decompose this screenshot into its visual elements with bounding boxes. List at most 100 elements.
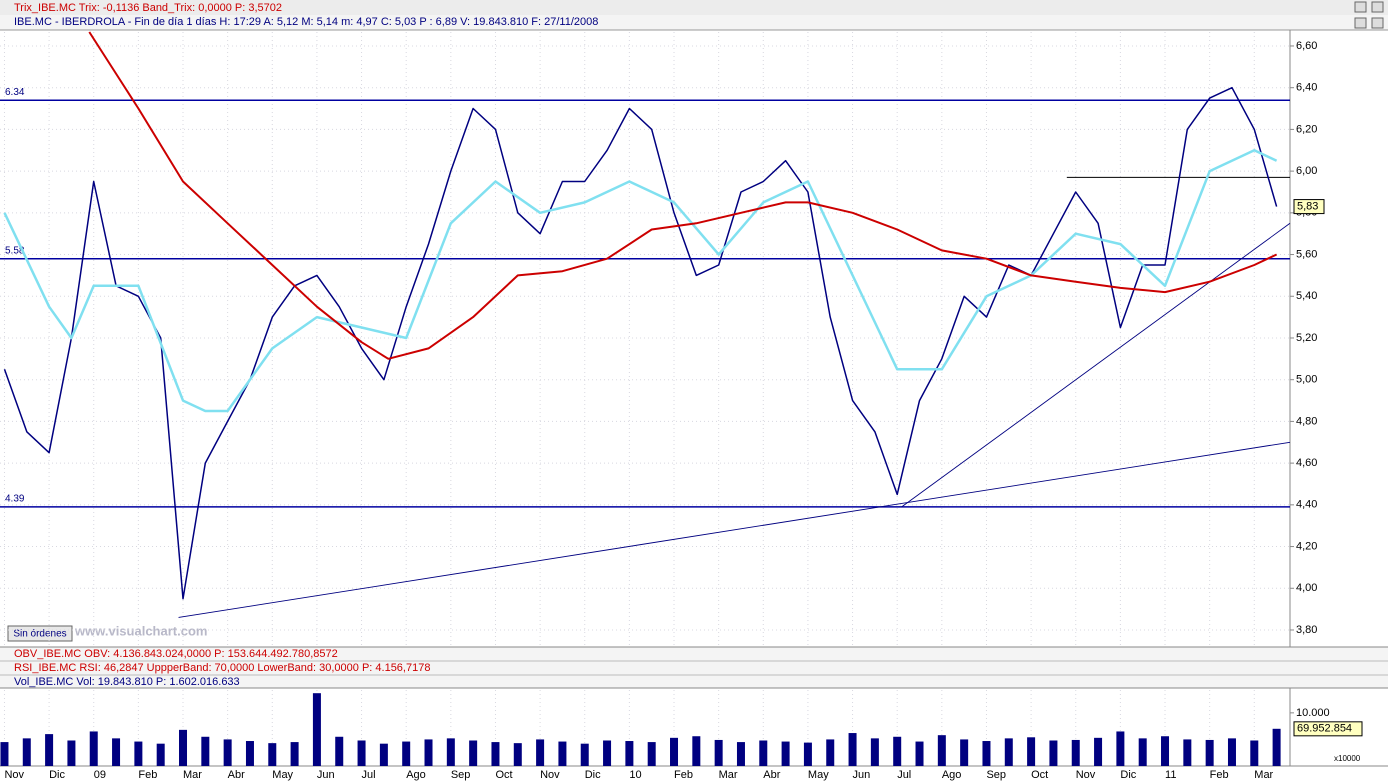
y-tick-label: 4,00 [1296, 582, 1317, 594]
volume-bar [558, 741, 567, 766]
volume-bar [1004, 738, 1013, 766]
volume-bar [1183, 739, 1192, 766]
volume-bar [469, 740, 478, 766]
last-volume-label: 69.952.854 [1297, 723, 1352, 735]
y-tick-label: 6,20 [1296, 123, 1317, 135]
volume-bar [736, 742, 745, 766]
x-tick-label: Sep [451, 769, 471, 781]
volume-bar [781, 741, 790, 766]
x-tick-label: Dic [49, 769, 65, 781]
y-tick-label: 4,20 [1296, 540, 1317, 552]
volume-bar [826, 739, 835, 766]
x-tick-label: Feb [138, 769, 157, 781]
x-tick-label: 10 [629, 769, 641, 781]
x-tick-label: 11 [1165, 769, 1176, 781]
x-tick-label: Oct [495, 769, 512, 781]
x-tick-label: May [272, 769, 293, 781]
volume-bar [893, 736, 902, 766]
volume-bar [179, 729, 188, 766]
volume-bar [201, 736, 210, 766]
series-line [88, 31, 1278, 360]
volume-bar [1138, 738, 1147, 766]
button[interactable] [1371, 17, 1384, 29]
volume-bar [402, 741, 411, 766]
button[interactable] [1354, 1, 1367, 13]
rsi-info: RSI_IBE.MC RSI: 46,2847 UppperBand: 70,0… [14, 662, 430, 674]
volume-bar [22, 738, 31, 766]
volume-bar [335, 736, 344, 766]
volume-bar [937, 735, 946, 766]
volume-bar [89, 731, 98, 766]
level-label: 4.39 [5, 494, 25, 505]
x-tick-label: Nov [4, 769, 24, 781]
volume-bar [848, 733, 857, 766]
trix-info: Trix_IBE.MC Trix: -0,1136 Band_Trix: 0,0… [14, 2, 282, 14]
volume-bar [1027, 737, 1036, 766]
volume-bar [536, 739, 545, 766]
volume-bar [960, 739, 969, 766]
trend-line [901, 222, 1291, 508]
y-tick-label: 6,40 [1296, 82, 1317, 94]
x-tick-label: Oct [1031, 769, 1048, 781]
volume-bar [1161, 736, 1170, 766]
volume-bar [982, 741, 991, 766]
symbol-info: IBE.MC - IBERDROLA - Fin de día 1 días H… [14, 16, 598, 28]
button[interactable] [1371, 1, 1384, 13]
volume-bar [156, 743, 165, 766]
volume-bar [312, 693, 321, 766]
x-tick-label: Jul [897, 769, 911, 781]
x-tick-label: Jul [362, 769, 376, 781]
orders-button-label[interactable]: Sin órdenes [13, 629, 66, 640]
header-bar [0, 15, 1388, 30]
x-tick-label: 09 [94, 769, 106, 781]
y-tick-label: 4,60 [1296, 457, 1317, 469]
level-label: 6.34 [5, 87, 25, 98]
volume-bar [580, 743, 589, 766]
volume-bar [692, 736, 701, 766]
volume-bar [0, 742, 9, 766]
x-tick-label: Mar [719, 769, 738, 781]
button[interactable] [1354, 17, 1367, 29]
vol-info: Vol_IBE.MC Vol: 19.843.810 P: 1.602.016.… [14, 676, 240, 688]
volume-bar [1071, 739, 1080, 766]
volume-bar [915, 741, 924, 766]
header-bar [0, 0, 1388, 15]
x-tick-label: Ago [406, 769, 426, 781]
x-tick-label: May [808, 769, 829, 781]
x-tick-label: Feb [674, 769, 693, 781]
scale-label: x10000 [1334, 754, 1361, 763]
y-tick-label: 5,20 [1296, 332, 1317, 344]
volume-bar [625, 741, 634, 766]
volume-bar [134, 741, 143, 766]
obv-info: OBV_IBE.MC OBV: 4.136.843.024,0000 P: 15… [14, 648, 338, 660]
volume-bar [647, 742, 656, 766]
last-volume-box [1293, 721, 1363, 737]
x-tick-label: Mar [183, 769, 202, 781]
volume-bar [870, 738, 879, 766]
x-tick-label: Sep [986, 769, 1006, 781]
y-tick-label: 10.000 [1296, 707, 1330, 719]
y-tick-label: 6,00 [1296, 165, 1317, 177]
x-tick-label: Dic [585, 769, 601, 781]
last-price-box [1293, 199, 1325, 215]
volume-bar [446, 738, 455, 766]
series-line [3, 86, 1278, 600]
y-tick-label: 4,40 [1296, 499, 1317, 511]
volume-bar [290, 742, 299, 766]
volume-bar [67, 740, 76, 766]
volume-bar [803, 742, 812, 766]
volume-bar [491, 742, 500, 766]
volume-bar [357, 740, 366, 766]
y-tick-label: 5,40 [1296, 290, 1317, 302]
y-tick-label: 5,60 [1296, 248, 1317, 260]
volume-bar [424, 739, 433, 766]
volume-bar [112, 738, 121, 766]
y-tick-label: 6,60 [1296, 40, 1317, 52]
x-tick-label: Mar [1254, 769, 1273, 781]
x-tick-label: Dic [1120, 769, 1136, 781]
volume-bar [45, 734, 54, 766]
volume-bar [1094, 737, 1103, 766]
x-tick-label: Nov [540, 769, 560, 781]
x-tick-label: Jun [317, 769, 335, 781]
x-tick-label: Feb [1210, 769, 1229, 781]
